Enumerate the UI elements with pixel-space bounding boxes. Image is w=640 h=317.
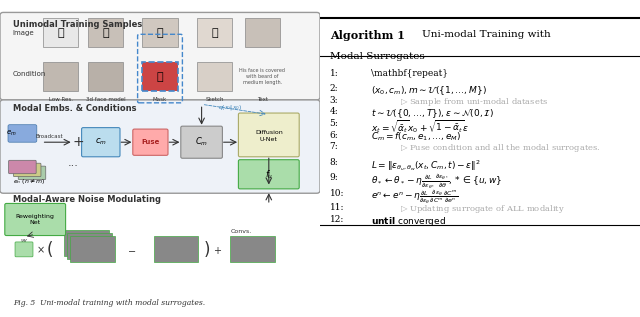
Text: 👤: 👤	[157, 28, 163, 38]
FancyBboxPatch shape	[133, 129, 168, 155]
Text: Uni-modal Training with: Uni-modal Training with	[422, 30, 551, 39]
Text: $\theta_* \leftarrow \theta_* - \eta\frac{\partial L}{\partial \epsilon_{\theta_: $\theta_* \leftarrow \theta_* - \eta\fra…	[371, 173, 503, 190]
Text: $\triangleright$ Updating surrogate of ALL modality: $\triangleright$ Updating surrogate of A…	[400, 204, 565, 216]
Text: 🎭: 🎭	[157, 72, 163, 81]
FancyBboxPatch shape	[0, 100, 320, 193]
Text: 3d face model: 3d face model	[86, 97, 125, 102]
FancyBboxPatch shape	[15, 242, 33, 257]
Text: $\triangleright$ Sample from uni-modal datasets: $\triangleright$ Sample from uni-modal d…	[400, 95, 548, 107]
Text: Modal-Aware Noise Modulating: Modal-Aware Noise Modulating	[13, 195, 161, 204]
Text: Fig. 5  Uni-modal training with modal surrogates.: Fig. 5 Uni-modal training with modal sur…	[13, 300, 205, 307]
Text: Diffusion: Diffusion	[255, 130, 283, 135]
Text: 8:: 8:	[330, 158, 339, 167]
Text: 5:: 5:	[330, 119, 339, 128]
Text: 12:: 12:	[330, 215, 344, 224]
FancyBboxPatch shape	[143, 62, 178, 91]
Text: $c_m$: $c_m$	[95, 137, 107, 147]
FancyBboxPatch shape	[230, 236, 275, 262]
Text: $C_m$: $C_m$	[195, 136, 208, 148]
Text: Modal Surrogates: Modal Surrogates	[330, 52, 424, 61]
Text: (: (	[47, 241, 52, 259]
Text: Low Res.: Low Res.	[49, 97, 73, 102]
Text: His face is covered
with beard of
medium length.: His face is covered with beard of medium…	[239, 68, 285, 85]
FancyBboxPatch shape	[18, 166, 46, 179]
Text: 10:: 10:	[330, 189, 344, 198]
Text: Broadcast: Broadcast	[36, 134, 63, 139]
FancyBboxPatch shape	[67, 233, 112, 259]
FancyBboxPatch shape	[5, 204, 66, 236]
Text: 7:: 7:	[330, 142, 339, 151]
Text: $q(x_t|x_0)$: $q(x_t|x_0)$	[218, 103, 243, 112]
Text: +: +	[72, 135, 84, 149]
Text: 👤: 👤	[102, 28, 109, 38]
Text: 👤: 👤	[211, 28, 218, 38]
FancyBboxPatch shape	[197, 62, 232, 91]
Text: $\triangleright$ Fuse condition and all the modal surrogates.: $\triangleright$ Fuse condition and all …	[400, 142, 600, 154]
FancyBboxPatch shape	[44, 62, 79, 91]
Text: $e_m$: $e_m$	[6, 129, 17, 138]
Text: $-$: $-$	[127, 245, 136, 255]
Text: ): )	[203, 241, 210, 259]
Text: 2:: 2:	[330, 84, 338, 93]
Text: 1:: 1:	[330, 69, 339, 78]
Text: 👤: 👤	[58, 28, 64, 38]
Text: 4:: 4:	[330, 107, 339, 116]
Text: $x_t = \sqrt{\bar{\alpha}_t}x_0 + \sqrt{1-\bar{\alpha}_t}\epsilon$: $x_t = \sqrt{\bar{\alpha}_t}x_0 + \sqrt{…	[371, 119, 469, 136]
Text: $e_n\ (n \neq m)$: $e_n\ (n \neq m)$	[13, 177, 45, 186]
FancyBboxPatch shape	[88, 18, 123, 48]
Text: 6:: 6:	[330, 131, 339, 139]
FancyBboxPatch shape	[143, 18, 178, 48]
Text: $L = \|\epsilon_{\theta_u,\theta_w}(x_t,C_m,t)-\epsilon\|^2$: $L = \|\epsilon_{\theta_u,\theta_w}(x_t,…	[371, 158, 481, 173]
Text: \mathbf{repeat}: \mathbf{repeat}	[371, 69, 448, 78]
Text: Algorithm 1: Algorithm 1	[330, 30, 404, 41]
Text: $\mathbf{until}\ \mathrm{converged}$: $\mathbf{until}\ \mathrm{converged}$	[371, 215, 446, 228]
Text: Condition: Condition	[13, 71, 46, 77]
FancyBboxPatch shape	[82, 128, 120, 157]
Text: ...: ...	[68, 158, 79, 168]
Text: 11:: 11:	[330, 204, 344, 212]
Text: Reweighting
Net: Reweighting Net	[16, 214, 54, 225]
Text: Modal Embs. & Conditions: Modal Embs. & Conditions	[13, 104, 136, 113]
FancyBboxPatch shape	[44, 18, 79, 48]
Text: Unimodal Training Samples: Unimodal Training Samples	[13, 20, 142, 29]
FancyBboxPatch shape	[88, 62, 123, 91]
FancyBboxPatch shape	[197, 18, 232, 48]
Text: Sketch: Sketch	[205, 97, 223, 102]
Text: Image: Image	[13, 30, 35, 36]
Text: $\times$: $\times$	[36, 245, 44, 255]
Text: Convs.: Convs.	[230, 229, 252, 234]
Text: $(x_0, c_m), m \sim \mathcal{U}(\{1,\ldots,M\})$: $(x_0, c_m), m \sim \mathcal{U}(\{1,\ldo…	[371, 84, 487, 97]
FancyBboxPatch shape	[13, 163, 41, 177]
FancyBboxPatch shape	[239, 113, 300, 157]
Text: 9:: 9:	[330, 173, 339, 182]
Text: $w$: $w$	[20, 237, 28, 245]
Text: U-Net: U-Net	[260, 137, 278, 142]
FancyBboxPatch shape	[8, 125, 36, 142]
Text: $t \sim \mathcal{U}(\{0,\ldots,T\}), \epsilon \sim \mathcal{N}(0, \mathcal{I})$: $t \sim \mathcal{U}(\{0,\ldots,T\}), \ep…	[371, 107, 494, 120]
Text: Mask: Mask	[153, 97, 167, 102]
FancyBboxPatch shape	[239, 160, 300, 189]
FancyBboxPatch shape	[0, 12, 320, 100]
Text: $e^n \leftarrow e^n - \eta\frac{\partial L}{\partial \epsilon_\theta}\frac{\part: $e^n \leftarrow e^n - \eta\frac{\partial…	[371, 189, 458, 206]
FancyBboxPatch shape	[70, 236, 115, 262]
Text: $f_u$: $f_u$	[264, 168, 273, 181]
Text: Fuse: Fuse	[141, 139, 159, 145]
Text: 3:: 3:	[330, 95, 338, 105]
FancyBboxPatch shape	[180, 126, 223, 158]
FancyBboxPatch shape	[64, 230, 109, 256]
Text: Text: Text	[257, 97, 268, 102]
Text: $+$: $+$	[213, 245, 222, 256]
FancyBboxPatch shape	[9, 160, 36, 174]
FancyBboxPatch shape	[244, 18, 280, 48]
FancyBboxPatch shape	[154, 236, 198, 262]
Text: $C_m = f(c_m, e_1,\ldots,e_M)$: $C_m = f(c_m, e_1,\ldots,e_M)$	[371, 131, 461, 143]
